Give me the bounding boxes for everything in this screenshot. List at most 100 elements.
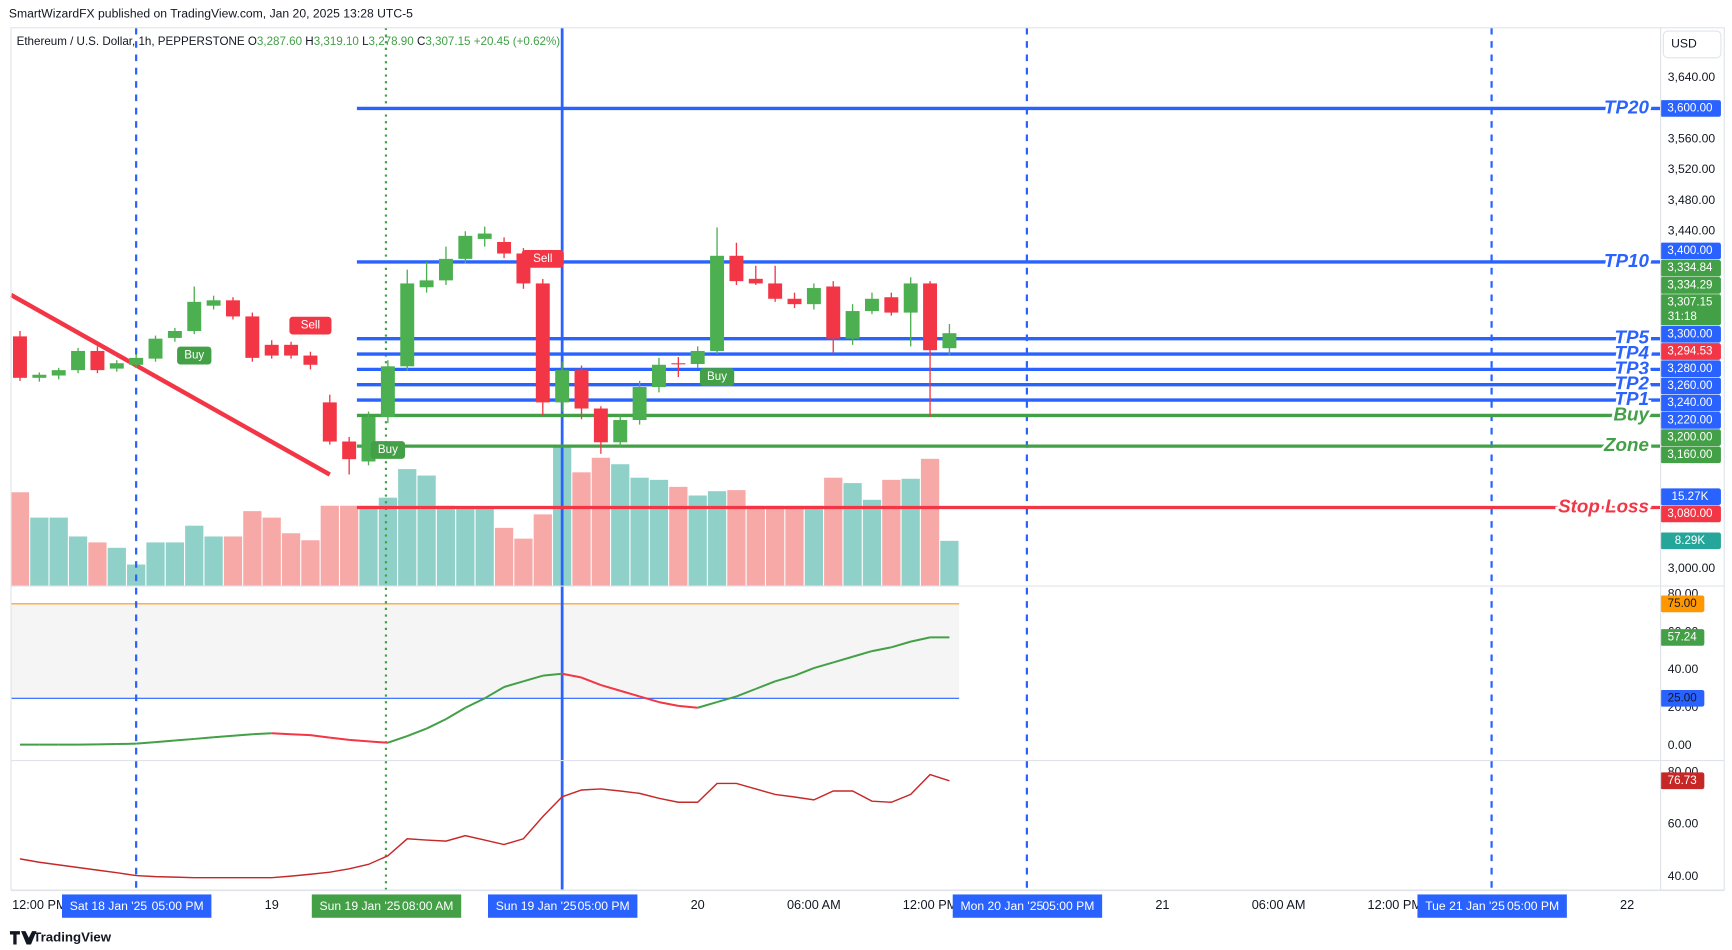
candle-body xyxy=(322,402,337,442)
volume-bar xyxy=(940,540,959,586)
osc-segment xyxy=(736,687,757,698)
axis-tag xyxy=(1660,595,1705,613)
axis-tag-label: 3,307.15 xyxy=(1667,296,1712,309)
x-tick-label: 12:00 PM xyxy=(1368,897,1422,912)
axis-tag-label: 3,220.00 xyxy=(1667,413,1713,426)
osc-segment xyxy=(368,740,388,744)
osc-segment xyxy=(910,636,931,643)
marker-label-box xyxy=(311,894,462,918)
volume-bar xyxy=(649,479,669,586)
ohlc-key: C xyxy=(417,35,425,48)
volume-bar xyxy=(185,525,204,586)
candle-body xyxy=(51,370,66,376)
osc-segment xyxy=(523,674,544,683)
osc-segment xyxy=(329,736,350,741)
candle-body xyxy=(574,370,589,409)
volume-bar xyxy=(591,457,611,586)
osc-segment xyxy=(232,733,253,737)
axis-tag-label: 3,280.00 xyxy=(1667,362,1713,375)
marker-time: 05:00 PM xyxy=(578,899,630,913)
volume-bar xyxy=(378,497,398,586)
osc-segment xyxy=(484,686,505,700)
ohlc-value: 3,319.10 xyxy=(314,35,360,48)
candle-body xyxy=(342,441,357,460)
osc-segment xyxy=(464,697,486,709)
axis-tag-label: 3,334.84 xyxy=(1667,261,1713,274)
candle-body xyxy=(400,283,415,367)
osc-segment xyxy=(600,684,621,692)
marker-date: Sun 19 Jan '25 xyxy=(320,899,401,913)
axis-tag-label: 75.00 xyxy=(1668,597,1698,610)
volume-bar xyxy=(88,542,107,586)
osc-segment xyxy=(581,676,602,687)
candle-body xyxy=(845,311,860,339)
osc-segment xyxy=(697,701,718,709)
candle-body xyxy=(884,297,899,313)
y-tick-label: 0.00 xyxy=(1668,738,1692,752)
y-tick-label: 3,000.00 xyxy=(1668,561,1716,575)
osc-segment xyxy=(155,739,175,744)
axis-tag xyxy=(1660,532,1721,550)
axis-tag-label: 3,334.29 xyxy=(1667,278,1712,291)
axis-tag-label: 3,400.00 xyxy=(1667,244,1713,257)
candle-body xyxy=(555,370,570,403)
axis-tag-label: 3,160.00 xyxy=(1667,448,1713,461)
level-name: Stop Loss xyxy=(1558,495,1649,516)
marker-time: 05:00 PM xyxy=(1042,899,1094,913)
footer-brand: TradingView xyxy=(33,929,112,944)
volume-bar xyxy=(417,475,436,586)
y-tick-label: 40.00 xyxy=(1668,869,1699,883)
currency-button[interactable] xyxy=(1662,30,1722,59)
ohlc-key: H xyxy=(305,35,313,48)
level-name: TP3 xyxy=(1615,357,1650,378)
volume-bar xyxy=(785,505,804,586)
signal-box xyxy=(521,249,564,268)
candle-body xyxy=(497,241,512,254)
marker-time: 08:00 AM xyxy=(402,899,453,913)
volume-bar xyxy=(398,469,417,586)
volume-bar xyxy=(746,505,765,586)
level-name: TP10 xyxy=(1604,250,1649,271)
volume-bar xyxy=(707,491,727,586)
osc-segment xyxy=(871,646,892,653)
axis-tag xyxy=(1660,429,1721,446)
layer-front: 3,640.00 3,560.00 3,520.00 3,480.00 3,440.00… xyxy=(12,70,1721,918)
volume-bar xyxy=(494,527,514,586)
x-tick-label: 06:00 AM xyxy=(787,897,841,912)
osc-segment xyxy=(426,718,447,730)
volume-bar xyxy=(10,492,30,586)
volume-bar xyxy=(533,514,552,586)
y-tick-label: 3,560.00 xyxy=(1668,131,1716,145)
signal-box xyxy=(289,316,332,335)
currency[interactable]: USD xyxy=(1671,37,1697,51)
candle-body xyxy=(458,235,473,259)
axis-tag-label: 3,294.53 xyxy=(1667,345,1712,358)
axis-tag xyxy=(1660,446,1721,464)
axis-tag xyxy=(1660,100,1721,117)
osc-segment xyxy=(678,704,698,709)
candle-body xyxy=(13,336,27,378)
y-tick-label: 3,480.00 xyxy=(1668,193,1716,207)
candle-body xyxy=(32,374,47,378)
candle-body xyxy=(187,301,202,332)
candle-body xyxy=(129,357,144,365)
volume-bar xyxy=(862,499,882,586)
osc-segment xyxy=(891,640,911,649)
level-band xyxy=(11,603,960,699)
axis-tag xyxy=(1660,242,1721,260)
osc-segment xyxy=(445,706,466,720)
volume-bar xyxy=(320,505,339,586)
change: +20.45 (+0.62%) xyxy=(474,35,561,48)
marker-label-box xyxy=(488,894,638,918)
candle-body xyxy=(477,233,492,239)
volume-bar xyxy=(262,517,281,586)
osc-segment xyxy=(774,674,795,683)
volume-bar xyxy=(243,511,262,586)
candle-body xyxy=(864,298,879,312)
axis-tag xyxy=(1660,488,1721,506)
signal-label: Buy xyxy=(707,370,727,383)
y-tick-label: 3,640.00 xyxy=(1668,70,1716,84)
candle-body xyxy=(942,333,957,349)
